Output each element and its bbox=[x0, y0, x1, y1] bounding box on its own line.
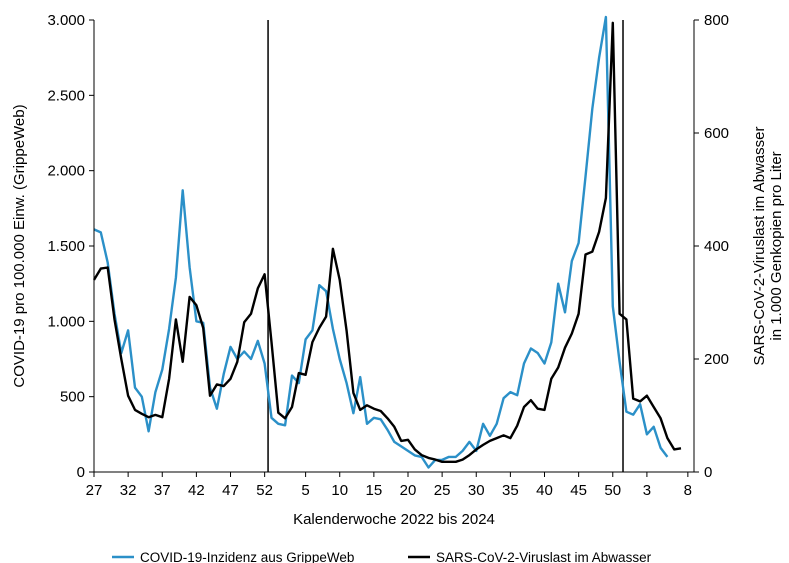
legend: COVID-19-Inzidenz aus GrippeWeb SARS-CoV… bbox=[112, 550, 652, 563]
left-tick-label: 500 bbox=[60, 389, 85, 406]
x-tick-label: 37 bbox=[154, 482, 171, 499]
x-tick-label: 25 bbox=[434, 482, 451, 499]
left-tick-label: 2.000 bbox=[47, 163, 85, 180]
x-axis-title: Kalenderwoche 2022 bis 2024 bbox=[293, 511, 495, 528]
right-tick-label: 600 bbox=[704, 125, 729, 142]
left-tick-label: 1.000 bbox=[47, 313, 85, 330]
x-tick-label: 40 bbox=[536, 482, 553, 499]
legend-label-grippeweb: COVID-19-Inzidenz aus GrippeWeb bbox=[140, 550, 354, 563]
x-tick-label: 3 bbox=[643, 482, 651, 499]
y-axis-right-title-line1: SARS-CoV-2-Viruslast im Abwasser bbox=[751, 127, 768, 366]
x-tick-label: 50 bbox=[604, 482, 621, 499]
left-tick-label: 2.500 bbox=[47, 87, 85, 104]
right-tick-label: 200 bbox=[704, 351, 729, 368]
x-tick-label: 35 bbox=[502, 482, 519, 499]
x-tick-label: 20 bbox=[400, 482, 417, 499]
x-tick-label: 8 bbox=[684, 482, 692, 499]
right-axis-ticks: 0 200 400 600 800 bbox=[694, 12, 729, 481]
x-tick-label: 32 bbox=[120, 482, 137, 499]
x-axis-ticks: 27 32 37 42 47 52 5 10 15 20 25 30 35 40 45 50 3 8 bbox=[86, 472, 692, 499]
left-tick-label: 1.500 bbox=[47, 238, 85, 255]
right-tick-label: 0 bbox=[704, 464, 712, 481]
left-tick-label: 3.000 bbox=[47, 12, 85, 29]
x-tick-label: 45 bbox=[570, 482, 587, 499]
right-tick-label: 800 bbox=[704, 12, 729, 29]
x-tick-label: 15 bbox=[366, 482, 383, 499]
x-tick-label: 52 bbox=[256, 482, 273, 499]
x-tick-label: 30 bbox=[468, 482, 485, 499]
x-tick-label: 42 bbox=[188, 482, 205, 499]
y-axis-right-title-line2: in 1.000 Genkopien pro Liter bbox=[768, 151, 785, 340]
left-tick-label: 0 bbox=[77, 464, 85, 481]
x-tick-label: 10 bbox=[331, 482, 348, 499]
axes bbox=[93, 20, 695, 473]
x-tick-label: 5 bbox=[301, 482, 309, 499]
right-tick-label: 400 bbox=[704, 238, 729, 255]
legend-label-abwasser: SARS-CoV-2-Viruslast im Abwasser bbox=[436, 550, 652, 563]
left-axis-ticks: 0 500 1.000 1.500 2.000 2.500 3.000 bbox=[47, 12, 94, 481]
year-boundary-lines bbox=[267, 20, 624, 472]
series-line-grippeweb bbox=[93, 15, 669, 469]
series-layer bbox=[92, 15, 682, 469]
x-tick-label: 27 bbox=[86, 482, 103, 499]
series-line-abwasser bbox=[92, 21, 682, 463]
x-tick-label: 47 bbox=[222, 482, 239, 499]
y-axis-left-title: COVID-19 pro 100.000 Einw. (GrippeWeb) bbox=[11, 104, 28, 387]
